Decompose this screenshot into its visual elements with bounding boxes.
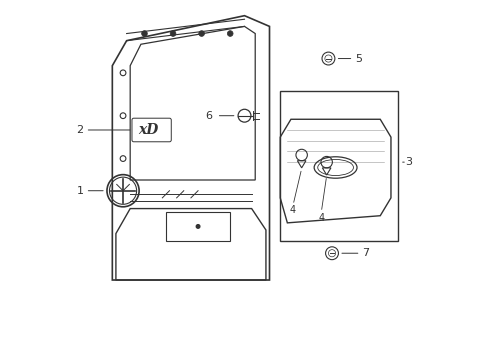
Text: 4: 4: [289, 205, 296, 215]
Text: xD: xD: [138, 123, 158, 137]
Text: 3: 3: [405, 157, 411, 167]
Text: 2: 2: [77, 125, 83, 135]
Circle shape: [120, 156, 125, 161]
Bar: [280, 91, 397, 241]
Circle shape: [198, 31, 204, 36]
Circle shape: [120, 113, 125, 118]
Circle shape: [120, 70, 125, 76]
Text: 4: 4: [318, 212, 324, 222]
Text: 1: 1: [77, 186, 83, 196]
Circle shape: [142, 31, 147, 36]
Text: 7: 7: [362, 248, 369, 258]
Circle shape: [170, 31, 176, 36]
Circle shape: [196, 225, 200, 228]
Circle shape: [227, 31, 233, 36]
Text: 6: 6: [205, 111, 212, 121]
Text: 5: 5: [355, 54, 362, 64]
